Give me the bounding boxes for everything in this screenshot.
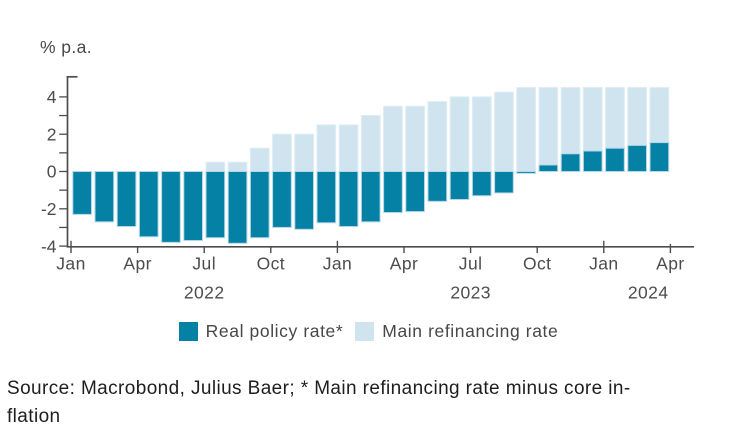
bar-main-refinancing-rate-dec-2022 [316, 124, 337, 172]
bar-real-policy-rate--sep-2022 [249, 171, 270, 239]
x-axis-year-label: 2023 [450, 283, 491, 303]
source-note: Source: Macrobond, Julius Baer; * Main r… [7, 375, 631, 430]
x-axis-month-label: Jul [192, 254, 216, 274]
bar-main-refinancing-rate-sep-2022 [249, 147, 270, 172]
bar-real-policy-rate--feb-2024 [627, 144, 647, 172]
x-axis-year-label: 2022 [184, 283, 225, 303]
bar-main-refinancing-rate-mar-2023 [383, 105, 403, 172]
legend-label-main-refinancing-rate: Main refinancing rate [382, 321, 559, 341]
y-axis-unit-label: % p.a. [40, 37, 93, 57]
x-axis-month-label: Apr [390, 254, 418, 274]
bar-real-policy-rate--feb-2022 [94, 171, 115, 223]
bar-real-policy-rate--aug-2022 [227, 171, 248, 244]
x-axis-month-label: Jan [323, 254, 352, 274]
x-axis-month-label: Jan [56, 254, 85, 274]
source-note-line-1: Source: Macrobond, Julius Baer; * Main r… [7, 378, 631, 399]
legend-label-real-policy-rate: Real policy rate* [205, 321, 344, 341]
source-note-line-2: flation [7, 405, 61, 427]
bar-main-refinancing-rate-jul-2023 [471, 96, 492, 172]
y-axis-tick-label: 2 [47, 124, 57, 144]
bar-main-refinancing-rate-aug-2023 [494, 91, 514, 172]
bar-real-policy-rate--jan-2022 [72, 171, 93, 215]
bar-real-policy-rate--jan-2023 [338, 171, 359, 228]
legend-swatch-real-policy-rate [178, 322, 198, 341]
legend-item-main-refinancing-rate: Main refinancing rate [355, 321, 558, 342]
legend-swatch-main-refinancing-rate [355, 322, 375, 341]
bar-real-policy-rate--aug-2023 [494, 171, 514, 194]
bar-real-policy-rate--apr-2023 [405, 171, 425, 213]
y-axis-tick-label: 0 [47, 162, 57, 182]
bar-real-policy-rate--jun-2023 [449, 171, 470, 200]
y-axis-tick-label: -4 [41, 236, 57, 256]
bar-main-refinancing-rate-apr-2023 [405, 105, 425, 172]
bar-main-refinancing-rate-may-2023 [427, 101, 448, 172]
bar-main-refinancing-rate-sep-2023 [516, 87, 536, 172]
bar-real-policy-rate--mar-2022 [116, 171, 137, 228]
x-axis-month-label: Jan [589, 254, 618, 274]
bar-real-policy-rate--nov-2023 [560, 153, 581, 173]
bar-real-policy-rate--may-2023 [427, 171, 448, 202]
bar-main-refinancing-rate-jan-2023 [338, 124, 359, 172]
bar-real-policy-rate--may-2022 [161, 171, 181, 243]
bar-real-policy-rate--oct-2023 [538, 164, 559, 173]
x-axis-year-label: 2024 [628, 283, 669, 303]
bar-main-refinancing-rate-oct-2022 [272, 133, 292, 172]
bar-real-policy-rate--jun-2022 [183, 171, 204, 242]
x-axis-month-label: Jul [459, 254, 483, 274]
bar-real-policy-rate--jul-2022 [205, 171, 226, 239]
bar-main-refinancing-rate-aug-2022 [227, 161, 248, 173]
x-axis-month-label: Oct [523, 254, 551, 274]
bar-chart: -4 -2 0 2 4 Jan Apr Jul Oct Jan Apr Jul Oct Jan Apr 202… [41, 75, 694, 303]
bar-real-policy-rate--feb-2023 [360, 171, 381, 223]
y-axis-tick-label: 4 [47, 87, 57, 107]
bar-real-policy-rate--nov-2022 [294, 171, 314, 230]
bar-real-policy-rate--jul-2023 [471, 171, 492, 197]
x-axis-month-label: Apr [123, 254, 151, 274]
bar-real-policy-rate--oct-2022 [272, 171, 292, 228]
x-axis-month-label: Apr [656, 254, 684, 274]
bar-real-policy-rate--mar-2023 [383, 171, 403, 214]
bar-main-refinancing-rate-feb-2023 [360, 115, 381, 173]
bar-real-policy-rate--jan-2024 [605, 147, 625, 172]
bar-main-refinancing-rate-nov-2022 [294, 133, 314, 172]
bar-real-policy-rate--apr-2022 [138, 171, 159, 238]
x-axis-month-label: Oct [257, 254, 285, 274]
bar-main-refinancing-rate-jun-2023 [449, 96, 470, 172]
bar-main-refinancing-rate-jul-2022 [205, 161, 226, 173]
bar-real-policy-rate--mar-2024 [649, 142, 670, 172]
legend: Real policy rate* Main refinancing rate [0, 321, 737, 342]
bar-real-policy-rate--dec-2022 [316, 171, 337, 224]
bar-real-policy-rate--sep-2023 [516, 171, 536, 174]
bar-real-policy-rate--dec-2023 [582, 150, 603, 172]
y-axis-tick-label: -2 [41, 199, 57, 219]
bar-main-refinancing-rate-oct-2023 [538, 87, 559, 172]
legend-item-real-policy-rate: Real policy rate* [178, 321, 344, 342]
